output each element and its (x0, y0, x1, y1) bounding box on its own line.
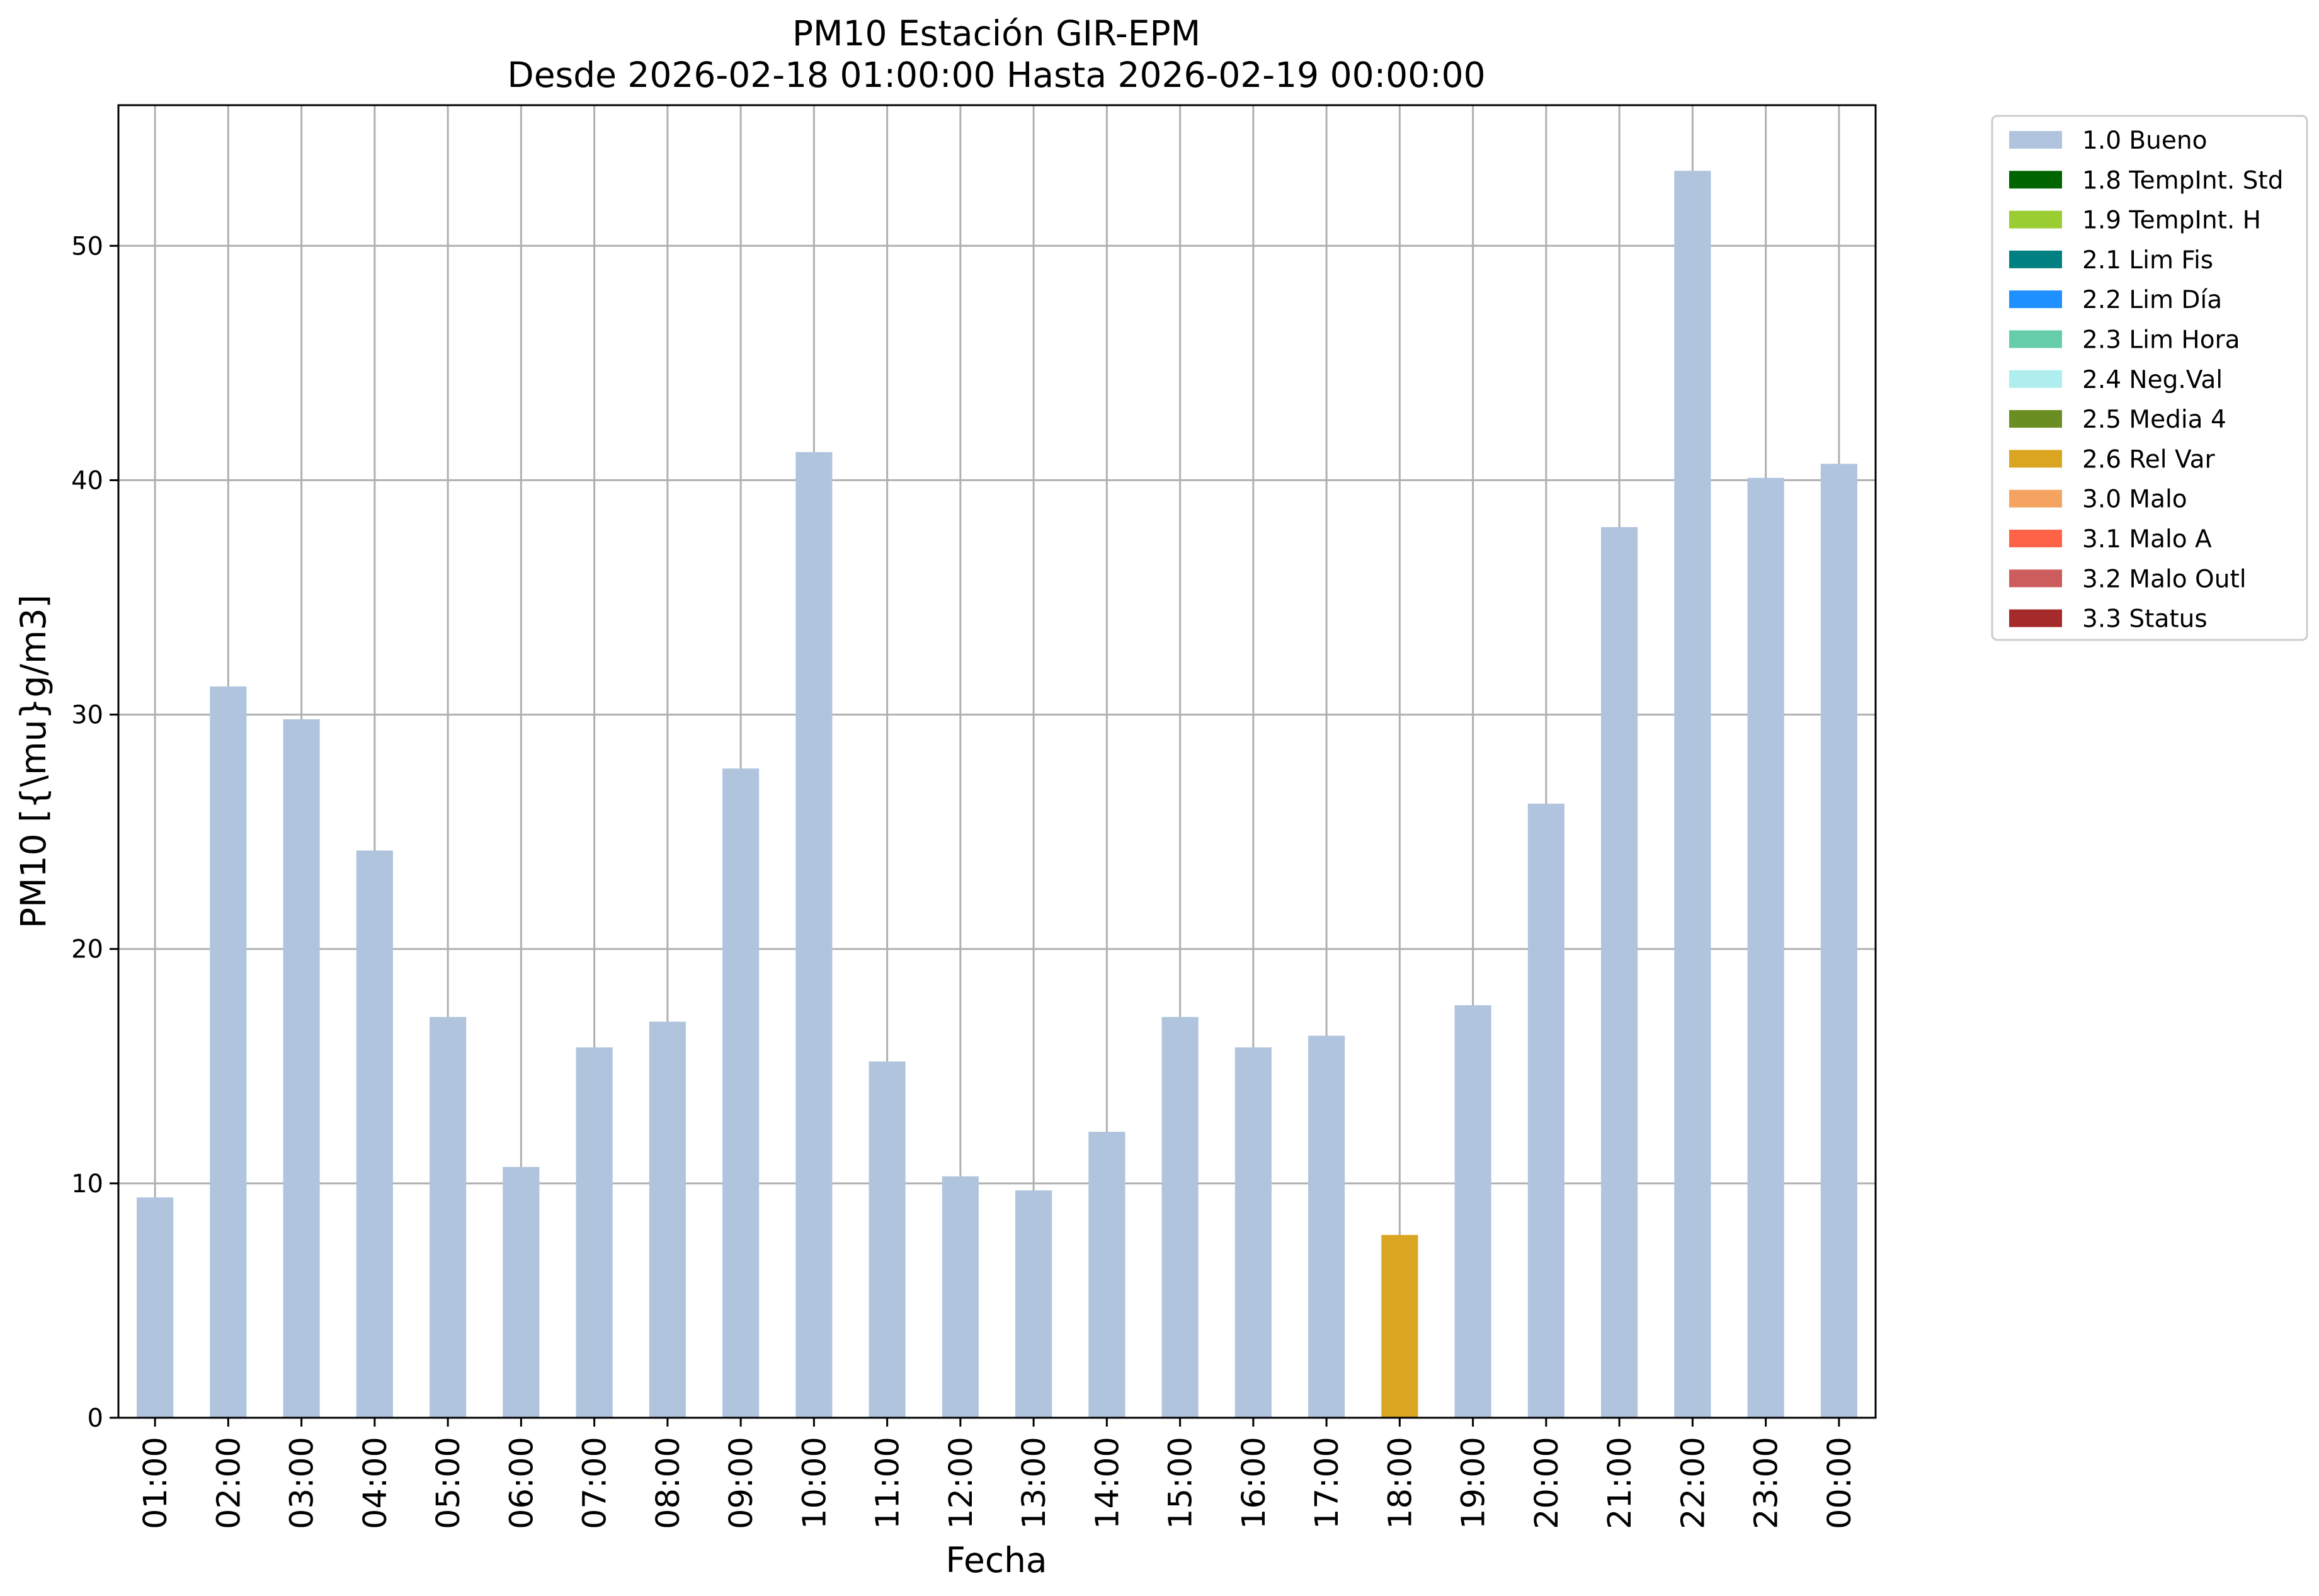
y-tick-label: 50 (71, 232, 103, 261)
x-tick-label: 03:00 (284, 1437, 321, 1529)
legend-label: 3.0 Malo (2082, 486, 2187, 514)
bar-0900 (722, 768, 759, 1418)
x-tick-label: 02:00 (210, 1437, 248, 1529)
x-tick-label: 20:00 (1529, 1437, 1566, 1529)
legend-label: 1.0 Bueno (2082, 127, 2207, 155)
x-tick-label: 21:00 (1602, 1437, 1639, 1529)
bar-1800 (1381, 1235, 1418, 1418)
x-tick-label: 23:00 (1748, 1437, 1786, 1529)
chart-title: PM10 Estación GIR-EPM (792, 13, 1200, 54)
bar-1900 (1455, 1005, 1491, 1418)
bar-2100 (1601, 527, 1638, 1418)
x-tick-label: 12:00 (943, 1437, 980, 1529)
legend-label: 3.3 Status (2082, 605, 2208, 634)
x-gridlines (155, 105, 1839, 1418)
legend-swatch (2009, 331, 2062, 348)
bar-1700 (1308, 1035, 1345, 1418)
y-tick-label: 0 (88, 1404, 103, 1433)
y-axis-ticks: 0 10 20 30 40 50 (71, 232, 118, 1433)
y-axis-label: PM10 [{\mu}g/m3] (13, 595, 54, 928)
bar-0600 (503, 1167, 539, 1418)
legend-label: 3.1 Malo A (2082, 525, 2212, 554)
bar-1200 (942, 1177, 979, 1418)
legend-swatch (2009, 251, 2062, 268)
bar-0800 (649, 1022, 686, 1418)
x-tick-label: 08:00 (650, 1437, 687, 1529)
x-axis-label: Fecha (945, 1540, 1047, 1580)
legend: 1.0 Bueno 1.8 TempInt. Std 1.9 TempInt. H 2… (1992, 116, 2307, 640)
legend-swatch (2009, 490, 2062, 508)
x-tick-label: 15:00 (1163, 1437, 1200, 1529)
y-tick-label: 40 (71, 466, 103, 495)
x-tick-label: 17:00 (1309, 1437, 1346, 1529)
x-tick-label: 00:00 (1821, 1437, 1859, 1529)
legend-swatch (2009, 450, 2062, 467)
y-tick-label: 20 (71, 935, 103, 964)
bar-1100 (869, 1061, 906, 1418)
bar-1000 (795, 452, 832, 1418)
legend-swatch (2009, 131, 2062, 149)
legend-label: 2.4 Neg.Val (2082, 366, 2223, 394)
bar-1500 (1162, 1017, 1199, 1418)
legend-swatch (2009, 530, 2062, 547)
bar-0200 (210, 687, 246, 1418)
bar-0300 (283, 719, 320, 1418)
x-tick-label: 06:00 (503, 1437, 540, 1529)
x-tick-label: 11:00 (870, 1437, 907, 1529)
legend-swatch (2009, 290, 2062, 308)
y-tick-label: 30 (71, 701, 103, 730)
legend-label: 2.3 Lim Hora (2082, 326, 2240, 355)
x-tick-label: 19:00 (1456, 1437, 1493, 1529)
x-tick-label: 10:00 (796, 1437, 833, 1529)
bar-0400 (356, 850, 393, 1418)
bars (137, 171, 1857, 1418)
x-tick-label: 04:00 (357, 1437, 394, 1529)
legend-swatch (2009, 211, 2062, 229)
bar-2200 (1674, 171, 1711, 1418)
bar-1600 (1235, 1047, 1272, 1418)
x-tick-label: 22:00 (1675, 1437, 1712, 1529)
bar-2000 (1528, 804, 1564, 1418)
bar-1400 (1088, 1132, 1125, 1418)
bar-0500 (430, 1017, 466, 1418)
x-tick-label: 09:00 (723, 1437, 760, 1529)
x-tick-label: 16:00 (1236, 1437, 1273, 1529)
x-tick-label: 18:00 (1382, 1437, 1419, 1529)
x-tick-label: 07:00 (577, 1437, 614, 1529)
legend-label: 1.8 TempInt. Std (2082, 166, 2283, 195)
legend-label: 2.6 Rel Var (2082, 445, 2216, 474)
legend-label: 2.5 Media 4 (2082, 406, 2226, 434)
x-tick-label: 14:00 (1089, 1437, 1126, 1529)
x-tick-label: 13:00 (1016, 1437, 1053, 1529)
legend-label: 2.2 Lim Día (2082, 286, 2222, 314)
legend-swatch (2009, 610, 2062, 627)
legend-swatch (2009, 171, 2062, 188)
bar-0000 (1821, 464, 1857, 1418)
legend-swatch (2009, 569, 2062, 587)
x-tick-label: 01:00 (137, 1437, 174, 1529)
legend-label: 3.2 Malo Outl (2082, 565, 2247, 593)
x-tick-label: 05:00 (430, 1437, 467, 1529)
bar-0100 (137, 1197, 173, 1418)
legend-swatch (2009, 370, 2062, 388)
legend-label: 2.1 Lim Fis (2082, 246, 2213, 275)
bar-0700 (576, 1047, 613, 1418)
bar-2300 (1748, 478, 1784, 1418)
y-tick-label: 10 (71, 1170, 103, 1199)
legend-label: 1.9 TempInt. H (2082, 207, 2261, 235)
legend-swatch (2009, 410, 2062, 428)
x-axis-ticks: 01:00 02:00 03:00 04:00 05:00 06:00 07:00 08:00… (137, 1418, 1859, 1529)
bar-1300 (1015, 1190, 1052, 1418)
chart-subtitle: Desde 2026-02-18 01:00:00 Hasta 2026-02-… (507, 55, 1485, 95)
